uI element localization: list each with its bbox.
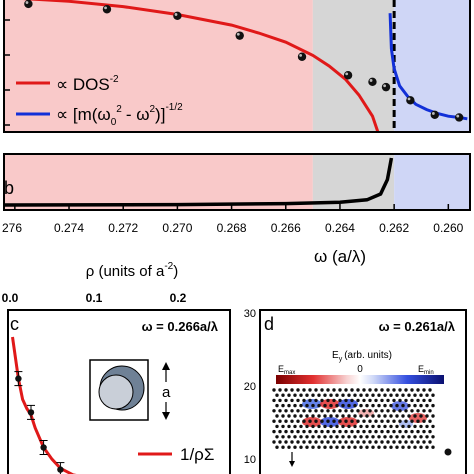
panel-a-points bbox=[24, 0, 464, 122]
data-point bbox=[24, 0, 33, 9]
data-point bbox=[102, 5, 112, 14]
panel-b-red-region bbox=[4, 154, 313, 210]
x-tick-label: 0.274 bbox=[54, 221, 84, 235]
data-point bbox=[297, 52, 307, 61]
panel-b: b 276 0.274 0.272 0.270 0.268 0.266 0.264 0.262… bbox=[2, 153, 471, 266]
x-tick-label: 0.262 bbox=[379, 221, 409, 235]
x-tick-label: 0.270 bbox=[162, 221, 192, 235]
x-tick-label: 0.264 bbox=[325, 221, 355, 235]
panel-a: ∝ DOS-2 ∝ [m(ω02- ω2)]-1/2 bbox=[3, 0, 471, 133]
unit-cell-inset: a bbox=[89, 359, 171, 421]
rho-axis-label: ρ (units of a-2) bbox=[86, 261, 178, 280]
panel-d-ytick-10: 10 bbox=[244, 454, 256, 466]
panel-c-curve bbox=[11, 336, 77, 474]
data-point bbox=[368, 77, 377, 87]
panel-a-curves bbox=[22, 0, 468, 133]
panel-a-frame bbox=[3, 0, 471, 133]
unit-cell-arrowhead-down bbox=[162, 412, 170, 420]
panel-b-label: b bbox=[4, 178, 14, 198]
panel-a-gray-region bbox=[312, 0, 395, 132]
panel-c-point bbox=[14, 371, 23, 387]
rho-tick-label: 0.1 bbox=[86, 291, 103, 305]
data-point bbox=[235, 31, 244, 40]
photonic-crystal-lattice bbox=[272, 388, 435, 449]
colorbar-max-label: Emax bbox=[278, 364, 295, 376]
x-axis-label: ω (a/λ) bbox=[314, 247, 366, 266]
data-point bbox=[406, 96, 415, 105]
colorbar bbox=[276, 375, 444, 384]
colorbar-min-label: Emin bbox=[418, 364, 434, 376]
panel-b-curve bbox=[3, 157, 394, 207]
panel-c-annotation: ω = 0.266a/λ bbox=[142, 319, 219, 334]
panel-b-frame bbox=[3, 153, 471, 211]
data-point bbox=[343, 71, 353, 80]
rho-tick-label: 0.0 bbox=[2, 291, 19, 305]
rho-tick-label: 0.2 bbox=[170, 291, 187, 305]
legend-dos-label: ∝ DOS-2 bbox=[56, 74, 119, 94]
panel-a-legend: ∝ DOS-2 ∝ [m(ω02- ω2)]-1/2 bbox=[16, 74, 183, 128]
data-point bbox=[381, 82, 391, 92]
unit-cell-arrowhead-up bbox=[162, 362, 170, 370]
panel-d-ytick-30: 30 bbox=[244, 308, 256, 320]
x-tick-label: 0.272 bbox=[108, 221, 138, 235]
data-point bbox=[430, 110, 439, 120]
dos-curve bbox=[22, 0, 380, 133]
panel-d-point bbox=[444, 448, 452, 456]
panel-c-legend-label: 1/ρΣ bbox=[180, 445, 214, 464]
unit-cell-a-label: a bbox=[162, 384, 171, 401]
rho-axis: ρ (units of a-2) 0.0 0.1 0.2 bbox=[2, 261, 187, 316]
panel-b-blue-region bbox=[394, 154, 470, 210]
data-point bbox=[173, 11, 182, 21]
panel-d: d ω = 0.261a/λ 30 20 10 Ey (arb. units) E… bbox=[244, 308, 467, 474]
data-point bbox=[454, 113, 464, 122]
colorbar-zero-label: 0 bbox=[357, 364, 363, 375]
panel-c-point bbox=[39, 440, 48, 455]
panel-d-down-arrowhead bbox=[289, 461, 295, 467]
panel-c-label: c bbox=[10, 314, 19, 334]
x-tick-label: 0.260 bbox=[433, 221, 463, 235]
panel-d-annotation: ω = 0.261a/λ bbox=[379, 319, 456, 334]
panel-c: c ω = 0.266a/λ a 1/ρΣ bbox=[7, 309, 231, 474]
panel-a-red-region bbox=[4, 0, 313, 132]
panel-d-label: d bbox=[264, 314, 274, 334]
x-tick-label: 0.266 bbox=[271, 221, 301, 235]
panel-c-point bbox=[56, 462, 65, 474]
panel-c-points bbox=[14, 371, 65, 474]
x-tick-label: 276 bbox=[2, 221, 22, 235]
x-axis-ticks: 276 0.274 0.272 0.270 0.268 0.266 0.264 0.262 0.… bbox=[2, 204, 464, 235]
panel-c-point bbox=[27, 404, 35, 420]
colorbar-title: Ey (arb. units) bbox=[332, 350, 392, 363]
panel-b-line bbox=[3, 157, 394, 207]
rho-axis-ticks: 0.0 0.1 0.2 bbox=[2, 291, 187, 316]
panel-c-fit-curve bbox=[11, 336, 77, 474]
unit-cell-disk-light bbox=[98, 374, 134, 410]
x-tick-label: 0.268 bbox=[217, 221, 247, 235]
mass-curve bbox=[388, 13, 468, 121]
panel-d-ytick-20: 20 bbox=[244, 381, 256, 393]
legend-mass-label: ∝ [m(ω02- ω2)]-1/2 bbox=[56, 102, 183, 128]
